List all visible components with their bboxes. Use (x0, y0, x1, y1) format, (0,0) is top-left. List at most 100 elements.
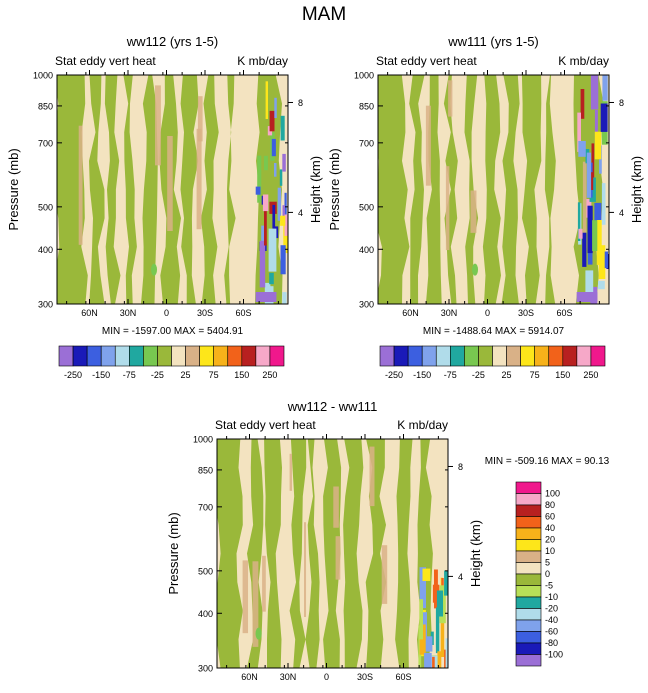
contour-cell (600, 103, 608, 132)
colorbar-box (515, 481, 542, 494)
panel-title: ww112 (yrs 1-5) (126, 34, 219, 49)
left-string: Stat eddy vert heat (376, 54, 477, 68)
x-tick-label: 0 (164, 308, 169, 318)
height-axis-label: Height (km) (629, 156, 644, 223)
contour-cell (445, 638, 448, 668)
colorbar-box (407, 345, 423, 367)
contour-cell (435, 607, 440, 654)
x-tick-label: 30N (280, 672, 297, 682)
plot-frame (56, 74, 289, 305)
contour-cell (282, 205, 285, 220)
colorbar-box (58, 345, 74, 367)
colorbar-label: -40 (545, 615, 558, 625)
contour-cell (578, 141, 586, 157)
contour-band (224, 75, 236, 304)
contour-blob (255, 627, 262, 640)
contour-cell (264, 209, 267, 246)
colorbar-box (213, 345, 229, 367)
colorbar-box (393, 345, 409, 367)
colorbar-label: -250 (64, 370, 82, 380)
x-tick-label: 60N (241, 672, 258, 682)
height-tick-label: 4 (458, 572, 463, 582)
contour-filament (445, 166, 450, 251)
x-tick-label: 60S (235, 308, 251, 318)
colorbar-label: 5 (545, 558, 550, 568)
y-axis-label: Pressure (mb) (6, 148, 21, 230)
colorbar-label: 250 (262, 370, 277, 380)
y-tick-label: 700 (38, 138, 53, 148)
contour-filament (242, 560, 249, 634)
colorbar-box (435, 345, 451, 367)
contour-filament (78, 125, 83, 245)
contour-filament (448, 80, 453, 117)
contour-cell (594, 110, 598, 150)
contour-filament (304, 522, 307, 617)
contour-cell (604, 251, 608, 269)
colorbar-box (492, 345, 507, 367)
contour-band (378, 75, 410, 304)
colorbar-box (515, 619, 542, 632)
contour-cell (598, 280, 605, 290)
right-string: K mb/day (237, 54, 288, 68)
x-tick-label: 30N (441, 308, 458, 318)
contour-cell (582, 232, 587, 267)
left-string: Stat eddy vert heat (55, 54, 156, 68)
contour-band (57, 75, 88, 304)
heatmap-field (217, 439, 448, 668)
y-tick-label: 300 (198, 664, 213, 674)
contour-filament (155, 85, 161, 166)
contour-cell (585, 270, 594, 299)
colorbar-box (515, 516, 542, 529)
colorbar-box (379, 345, 395, 367)
contour-band (247, 439, 264, 668)
colorbar-label: 40 (545, 523, 555, 533)
colorbar-box (100, 345, 116, 367)
colorbar-box (185, 345, 200, 367)
contour-cell (430, 667, 436, 668)
y-tick-label: 700 (198, 502, 213, 512)
panel-difference: ww112 - ww111 Stat eddy vert heat K mb/day… (166, 399, 610, 682)
colorbar-box (114, 345, 130, 367)
colorbar-label: -100 (545, 650, 563, 660)
x-tick-label: 0 (485, 308, 490, 318)
plot-frame (377, 74, 610, 305)
colorbar-box (515, 573, 542, 586)
contour-cell (279, 169, 283, 186)
colorbar-label: -25 (472, 370, 485, 380)
contour-cell (580, 89, 585, 119)
x-tick-label: 60N (81, 308, 98, 318)
contour-cell (591, 143, 595, 189)
y-tick-label: 500 (198, 566, 213, 576)
colorbar-box (199, 345, 214, 367)
contour-cell (602, 75, 608, 101)
colorbar-box (515, 504, 542, 517)
colorbar-box (520, 345, 535, 367)
height-tick-label: 8 (298, 98, 303, 108)
contour-cell (424, 636, 433, 652)
contour-cell (257, 155, 262, 203)
colorbar-box (171, 345, 186, 367)
colorbar-box (515, 585, 542, 598)
colorbar-box (515, 527, 542, 540)
contour-filament (381, 545, 388, 604)
contour-filament (470, 190, 477, 233)
contour-cell (280, 115, 285, 141)
contour-cell (432, 584, 440, 603)
contour-cell (284, 214, 288, 236)
contour-cell (440, 613, 445, 657)
contour-cell (271, 138, 276, 157)
y-tick-label: 500 (38, 202, 53, 212)
y-tick-label: 400 (38, 245, 53, 255)
contour-filament (425, 105, 431, 186)
colorbar-label: -150 (413, 370, 431, 380)
y-axis-label: Pressure (mb) (166, 512, 181, 594)
y-tick-label: 1000 (354, 71, 374, 81)
colorbar-label: 10 (545, 546, 555, 556)
contour-cell (424, 652, 432, 668)
colorbar-box (421, 345, 437, 367)
contour-filament (582, 161, 587, 248)
x-tick-label: 0 (324, 672, 329, 682)
colorbar-box (515, 550, 542, 563)
y-tick-label: 700 (359, 138, 374, 148)
